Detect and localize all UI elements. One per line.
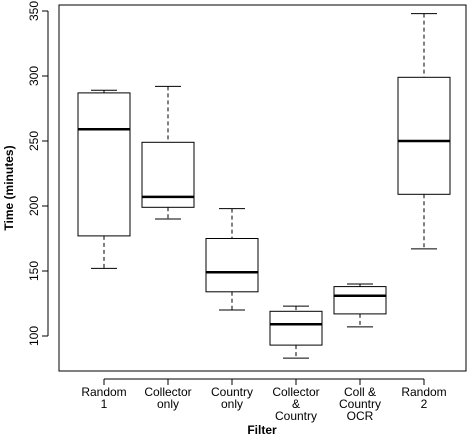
box-4: [269, 305, 323, 359]
y-tick-label: 350: [27, 1, 41, 21]
iqr-box: [269, 310, 323, 346]
x-tick-label: Random 1: [81, 385, 126, 411]
y-tick-label: 100: [27, 326, 41, 346]
y-tick-label: 200: [27, 196, 41, 216]
box-2: [141, 85, 195, 220]
x-tick-label: Collector only: [144, 385, 191, 411]
y-tick-label: 250: [27, 131, 41, 151]
plot-frame: [58, 4, 467, 372]
y-tick-label: 150: [27, 261, 41, 281]
boxes: [77, 13, 451, 359]
box-1: [77, 89, 131, 269]
iqr-box: [77, 92, 131, 237]
x-tick-label: Collector & Country: [272, 385, 319, 423]
iqr-box: [205, 238, 259, 293]
box-5: [333, 283, 387, 328]
y-axis-title: Time (minutes): [2, 145, 16, 230]
x-axis: Random 1 Collector only Country only Collector…: [81, 378, 447, 423]
y-tick-label: 300: [27, 66, 41, 86]
iqr-box: [333, 286, 387, 315]
iqr-box: [397, 76, 451, 195]
x-tick-label: Country only: [211, 385, 253, 411]
x-tick-label: Coll & Country OCR: [339, 385, 381, 423]
x-tick-label: Random 2: [401, 385, 446, 411]
box-6: [397, 13, 451, 250]
x-axis-title: Filter: [247, 423, 277, 437]
y-axis: 100 150 200 250 300 350: [27, 1, 49, 346]
box-3: [205, 208, 259, 311]
